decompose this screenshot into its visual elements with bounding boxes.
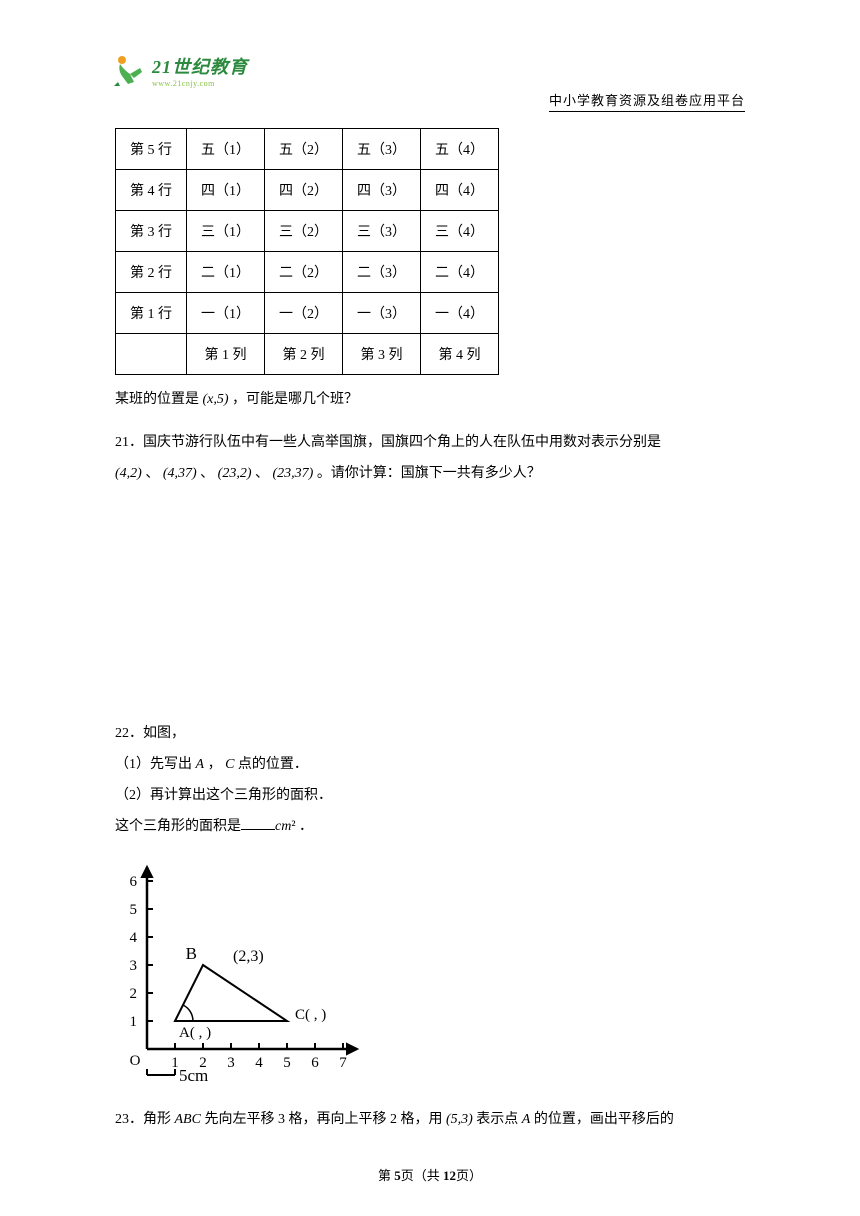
table-cell: 一（4）	[421, 293, 499, 334]
question-21: 21．国庆节游行队伍中有一些人高举国旗，国旗四个角上的人在队伍中用数对表示分别是…	[115, 428, 745, 490]
svg-text:5: 5	[130, 902, 138, 918]
table-row: 第 5 行五（1）五（2）五（3）五（4）	[116, 129, 499, 170]
table-cell: 二（1）	[187, 252, 265, 293]
table-row: 第 4 行四（1）四（2）四（3）四（4）	[116, 170, 499, 211]
table-cell: 三（3）	[343, 211, 421, 252]
table-cell: 二（2）	[265, 252, 343, 293]
svg-text:3: 3	[227, 1055, 235, 1071]
table-cell: 四（2）	[265, 170, 343, 211]
table-cell: 一（3）	[343, 293, 421, 334]
table-cell: 第 3 行	[116, 211, 187, 252]
table-cell: 一（2）	[265, 293, 343, 334]
table-cell: 第 2 列	[265, 334, 343, 375]
svg-text:4: 4	[255, 1055, 263, 1071]
table-cell: 一（1）	[187, 293, 265, 334]
svg-text:5cm: 5cm	[179, 1066, 208, 1081]
question-22: 22．如图， （1）先写出 A ， C 点的位置． （2）再计算出这个三角形的面…	[115, 719, 745, 1093]
platform-label: 中小学教育资源及组卷应用平台	[549, 90, 745, 112]
svg-text:5: 5	[283, 1055, 291, 1071]
seating-table: 第 5 行五（1）五（2）五（3）五（4）第 4 行四（1）四（2）四（3）四（…	[115, 128, 499, 375]
table-row: 第 2 行二（1）二（2）二（3）二（4）	[116, 252, 499, 293]
q21-line1: 21．国庆节游行队伍中有一些人高举国旗，国旗四个角上的人在队伍中用数对表示分别是	[115, 428, 745, 459]
table-cell: 四（3）	[343, 170, 421, 211]
page-content: 第 5 行五（1）五（2）五（3）五（4）第 4 行四（1）四（2）四（3）四（…	[115, 128, 745, 1136]
svg-text:2: 2	[130, 986, 138, 1002]
q21-line2: (4,2) 、 (4,37) 、 (23,2) 、 (23,37) 。请你计算：…	[115, 459, 745, 490]
table-cell: 五（2）	[265, 129, 343, 170]
svg-text:1: 1	[130, 1014, 138, 1030]
svg-text:C( , ): C( , )	[295, 1007, 326, 1023]
site-logo: 21世纪教育 www.21cnjy.com	[112, 52, 248, 88]
q22-part1: （1）先写出 A ， C 点的位置．	[115, 750, 745, 781]
page-footer: 第 5页（共 12页）	[0, 1165, 860, 1184]
table-cell: 第 5 行	[116, 129, 187, 170]
table-cell: 第 3 列	[343, 334, 421, 375]
table-cell: 二（4）	[421, 252, 499, 293]
question-23: 23．角形 ABC 先向左平移 3 格，再向上平移 2 格，用 (5,3) 表示…	[115, 1105, 745, 1136]
table-cell: 三（1）	[187, 211, 265, 252]
svg-text:4: 4	[130, 930, 138, 946]
svg-text:O: O	[130, 1053, 141, 1069]
table-row: 第 1 列第 2 列第 3 列第 4 列	[116, 334, 499, 375]
q22-part2: （2）再计算出这个三角形的面积．	[115, 781, 745, 812]
table-cell: 第 2 行	[116, 252, 187, 293]
svg-text:7: 7	[339, 1055, 347, 1071]
table-cell: 五（3）	[343, 129, 421, 170]
triangle-figure: 6543211234567O5cmB(2,3)A( , )C( , )	[111, 851, 745, 1094]
table-cell: 三（4）	[421, 211, 499, 252]
svg-text:6: 6	[130, 874, 138, 890]
svg-text:6: 6	[311, 1055, 319, 1071]
svg-text:B: B	[186, 944, 197, 963]
logo-icon	[112, 52, 148, 88]
table-row: 第 3 行三（1）三（2）三（3）三（4）	[116, 211, 499, 252]
logo-main-text: 21世纪教育	[152, 53, 248, 79]
q22-title: 22．如图，	[115, 719, 745, 750]
table-followup-question: 某班的位置是 (x,5) ，可能是哪几个班？	[115, 385, 745, 416]
table-cell: 五（1）	[187, 129, 265, 170]
svg-text:1: 1	[171, 1055, 179, 1071]
q22-part3: 这个三角形的面积是cm² ．	[115, 812, 745, 843]
table-cell: 四（4）	[421, 170, 499, 211]
table-cell: 第 1 行	[116, 293, 187, 334]
table-cell: 第 1 列	[187, 334, 265, 375]
table-cell: 第 4 列	[421, 334, 499, 375]
table-cell: 二（3）	[343, 252, 421, 293]
table-row: 第 1 行一（1）一（2）一（3）一（4）	[116, 293, 499, 334]
table-cell	[116, 334, 187, 375]
svg-text:(2,3): (2,3)	[233, 948, 264, 965]
table-cell: 五（4）	[421, 129, 499, 170]
table-cell: 三（2）	[265, 211, 343, 252]
logo-sub-text: www.21cnjy.com	[152, 79, 248, 88]
svg-text:A( , ): A( , )	[179, 1025, 211, 1041]
table-cell: 第 4 行	[116, 170, 187, 211]
svg-text:3: 3	[130, 958, 138, 974]
table-cell: 四（1）	[187, 170, 265, 211]
